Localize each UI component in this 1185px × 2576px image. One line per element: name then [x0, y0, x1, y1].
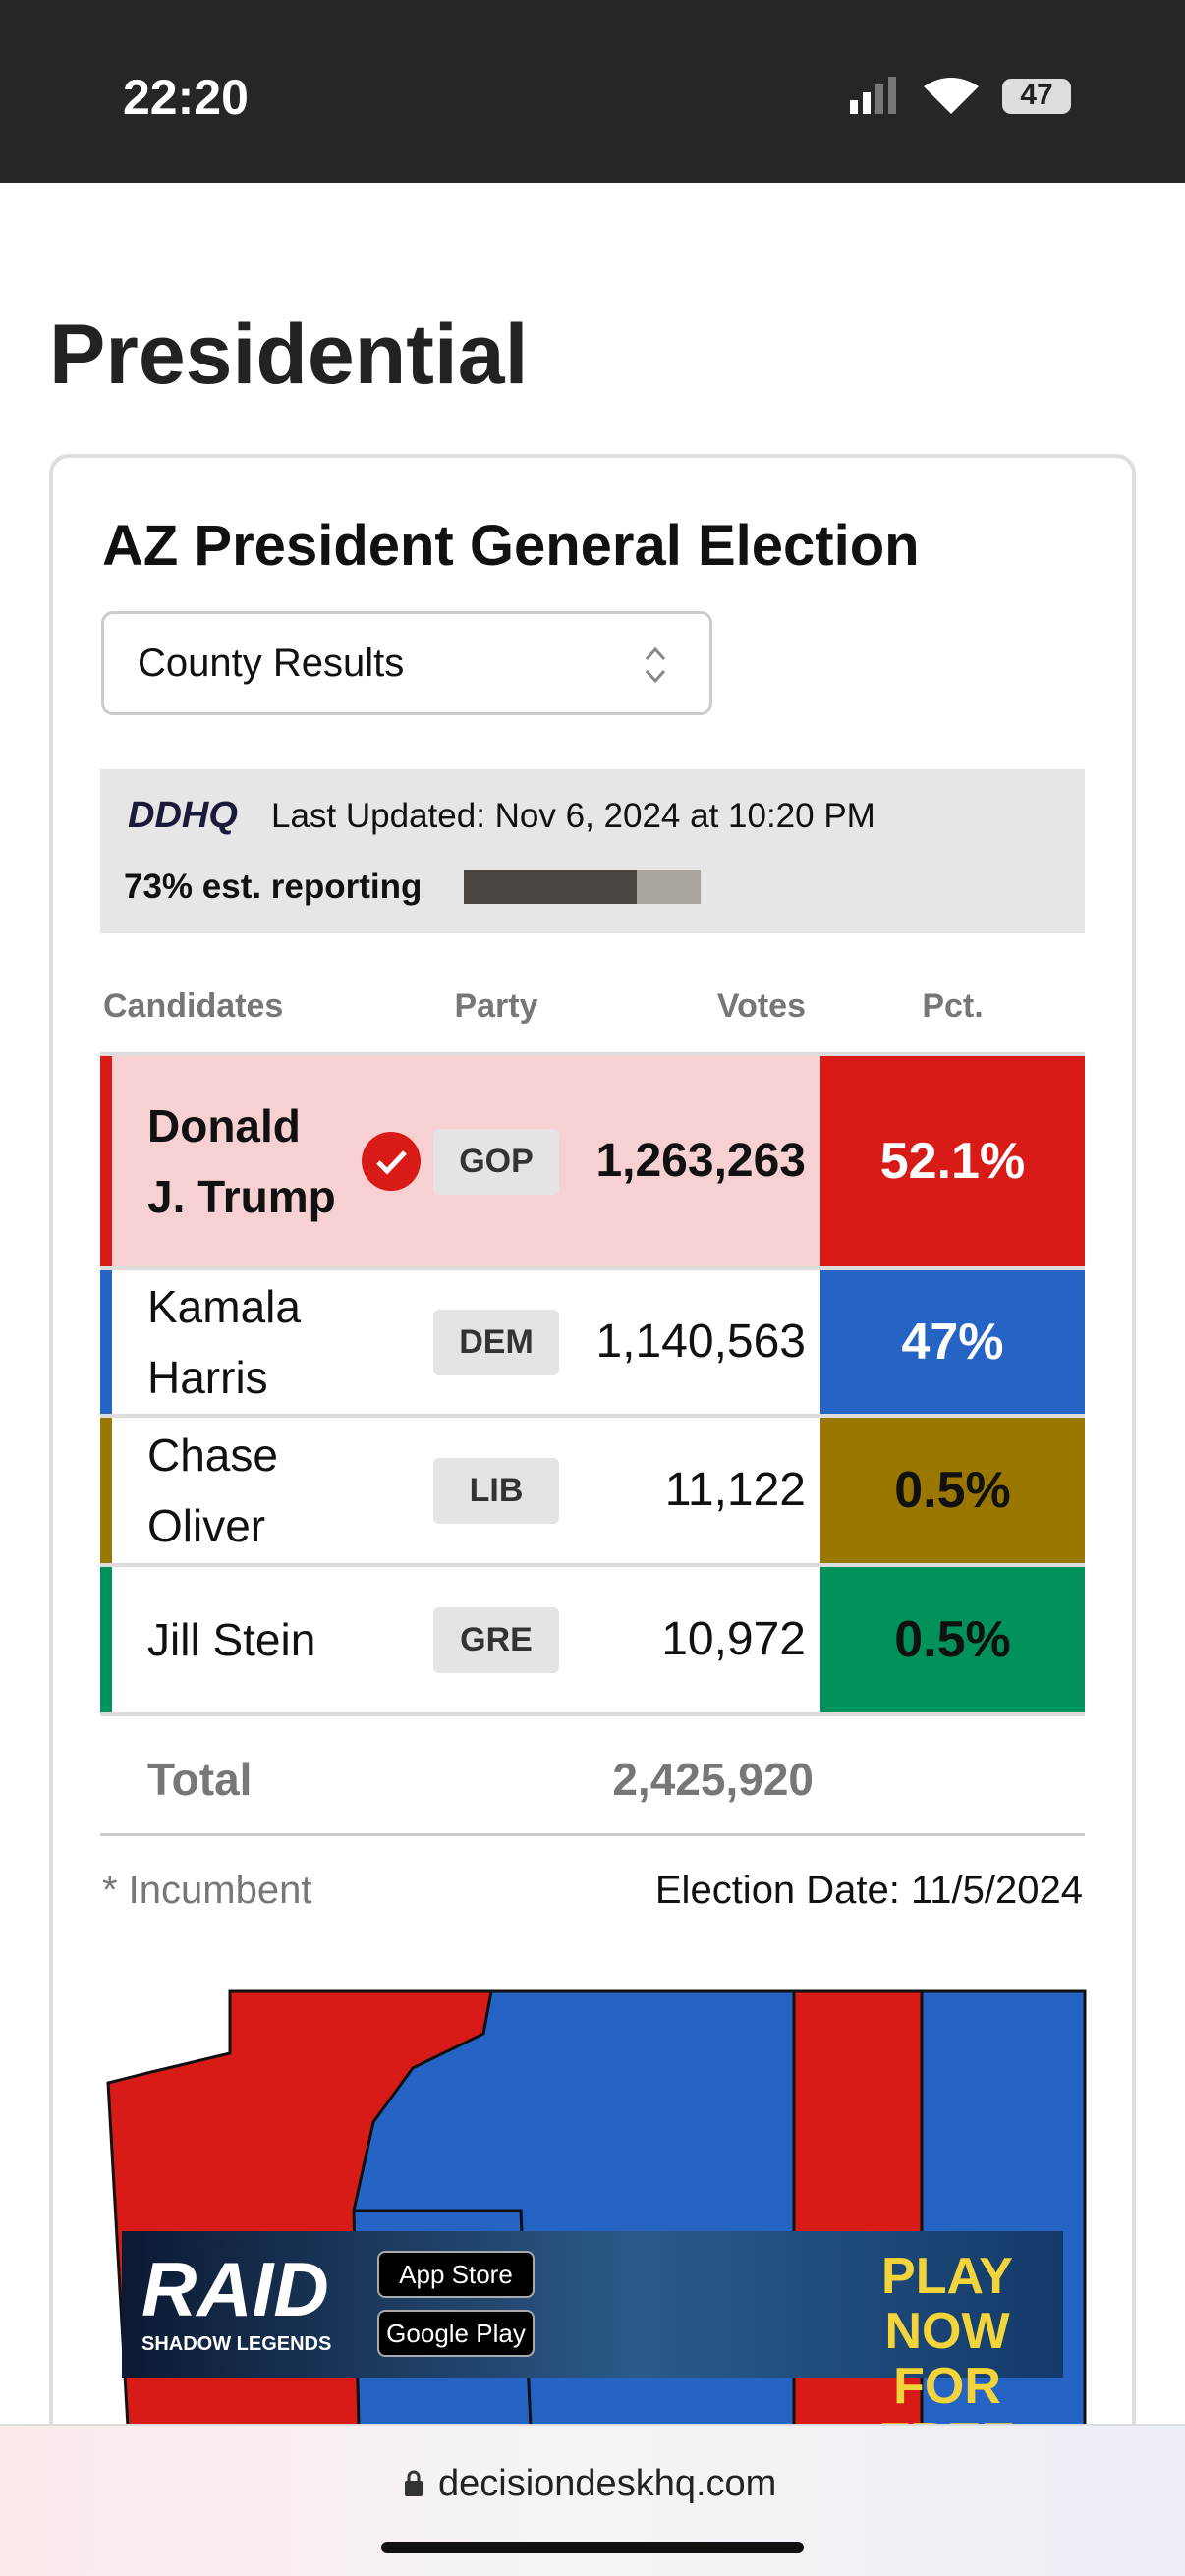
info-box: DDHQ Last Updated: Nov 6, 2024 at 10:20 … [100, 769, 1085, 933]
progress-track [464, 870, 701, 904]
header: Votes [716, 987, 806, 1025]
party-badge: GOP [433, 1129, 559, 1195]
footnote: * Incumbent [102, 1869, 312, 1912]
result-row: Jill Stein GRE 10,972 0.5% [100, 1567, 1085, 1716]
lock-icon [405, 2470, 423, 2496]
header: Candidates [103, 987, 284, 1025]
party-color-bar [100, 1270, 112, 1414]
candidate-name: Donald J. Trump [147, 1100, 336, 1222]
votes: 1,263,263 [595, 1135, 806, 1187]
browser-bar: decisiondeskhq.com [0, 2424, 1185, 2576]
votes: 11,122 [664, 1464, 806, 1516]
percent-cell: 47% [820, 1270, 1085, 1414]
ad-banner[interactable]: RAID SHADOW LEGENDS App Store Google Pla… [122, 2231, 1063, 2469]
chevrons [645, 646, 666, 684]
party-badge: GRE [433, 1607, 559, 1673]
percent-cell: 0.5% [820, 1567, 1085, 1712]
total-votes: 2,425,920 [612, 1754, 814, 1805]
party-badge: DEM [433, 1310, 559, 1375]
reporting-label: 73% est. reporting [124, 868, 423, 906]
result-row: Kamala Harris DEM 1,140,563 47% [100, 1270, 1085, 1418]
status-icons [850, 77, 1071, 114]
votes: 1,140,563 [595, 1316, 806, 1368]
ad-brand-sub: SHADOW LEGENDS [141, 2333, 332, 2355]
ad-store: Google Play [377, 2310, 535, 2357]
candidate-name: Chase Oliver [147, 1429, 278, 1551]
header: Party [454, 987, 538, 1025]
status-bar: 22:20 47 [0, 0, 1185, 183]
candidate-name: Kamala Harris [147, 1281, 301, 1403]
result-row: Chase Oliver LIB 11,122 0.5% [100, 1418, 1085, 1567]
divider [100, 1833, 1085, 1836]
progress-fill [464, 870, 637, 904]
percent-cell: 52.1% [820, 1056, 1085, 1266]
battery: 47 [1020, 79, 1053, 111]
page-title: Presidential [49, 308, 529, 402]
card-title: AZ President General Election [102, 514, 920, 578]
party-badge: LIB [433, 1458, 559, 1524]
result-row: Donald J. Trump GOP 1,263,263 52.1% [100, 1056, 1085, 1270]
header: Pct. [922, 987, 984, 1025]
last-updated: Last Updated: Nov 6, 2024 at 10:20 PM [271, 797, 875, 835]
url[interactable]: decisiondeskhq.com [438, 2463, 777, 2504]
votes: 10,972 [661, 1613, 806, 1665]
election-date: Election Date: 11/5/2024 [654, 1869, 1083, 1912]
dropdown[interactable]: County Results [101, 611, 712, 715]
percent-cell: 0.5% [820, 1418, 1085, 1563]
party-color-bar [100, 1056, 112, 1266]
winner-check [362, 1132, 421, 1191]
total-label: Total [147, 1754, 253, 1805]
time: 22:20 [123, 70, 249, 125]
candidate-name: Jill Stein [147, 1614, 316, 1665]
party-color-bar [100, 1418, 112, 1563]
ad-brand: RAID [141, 2246, 329, 2332]
ad-store: App Store [377, 2251, 535, 2298]
party-color-bar [100, 1567, 112, 1712]
home-indicator [381, 2542, 804, 2553]
divider [100, 1052, 1085, 1056]
logo: DDHQ [128, 795, 238, 836]
dropdown-text: County Results [138, 641, 405, 685]
